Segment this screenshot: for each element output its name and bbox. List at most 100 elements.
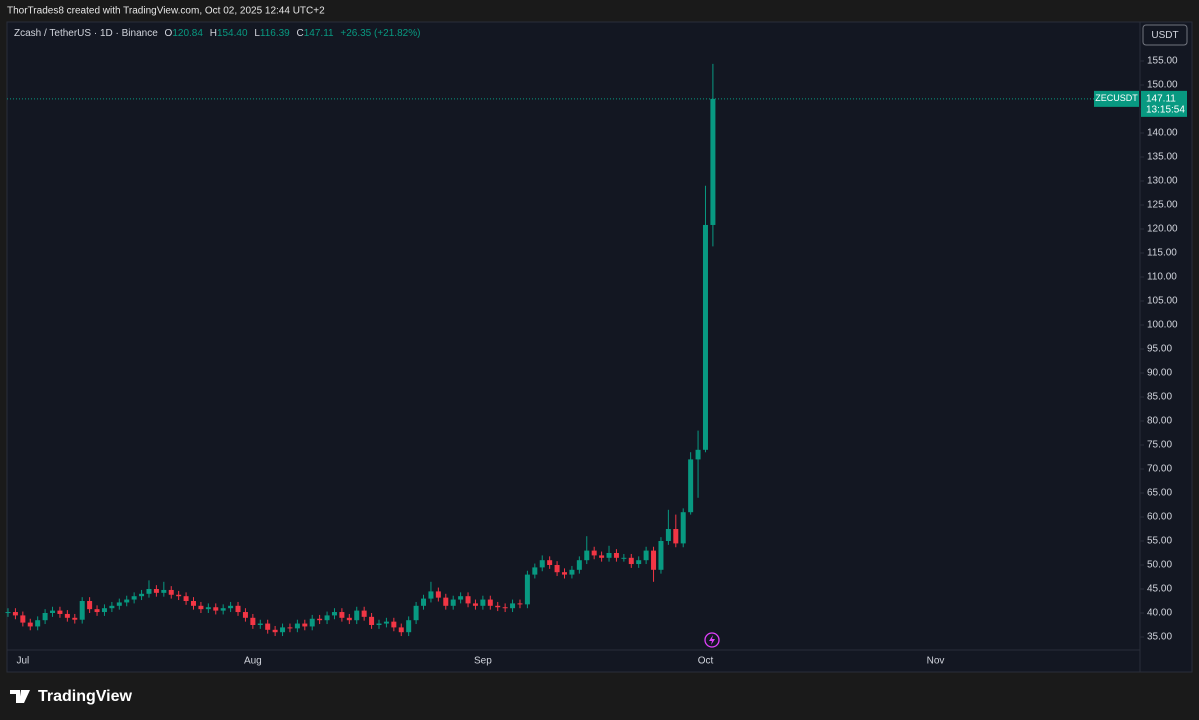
brand: TradingView xyxy=(38,688,133,705)
candle-body xyxy=(628,557,634,565)
candle-body xyxy=(658,541,664,570)
y-tick-label: 120.00 xyxy=(1147,224,1178,235)
candle-body xyxy=(287,627,293,629)
candle-body xyxy=(510,603,516,609)
currency-button[interactable] xyxy=(1142,24,1188,46)
legend-value: 147.11 xyxy=(304,28,334,39)
candle-body xyxy=(391,621,397,628)
candle-body xyxy=(324,615,330,621)
y-tick-label: 140.00 xyxy=(1147,128,1178,139)
header-title: ThorTrades8 created with TradingView.com… xyxy=(7,6,325,17)
legend: Zcash / TetherUS · 1D · Binance O120.84 … xyxy=(14,28,420,39)
candle-body xyxy=(57,610,63,614)
legend-symbol: Zcash / TetherUS · 1D · Binance xyxy=(14,28,158,39)
candle-body xyxy=(643,550,649,561)
candle-body xyxy=(421,598,427,606)
candle-body xyxy=(242,612,248,618)
price-tag-label: 147.11 xyxy=(1146,94,1176,105)
y-tick-label: 95.00 xyxy=(1147,344,1172,355)
candle-body xyxy=(35,620,41,627)
candle-body xyxy=(606,553,612,558)
candle-body xyxy=(176,594,182,597)
y-tick-label: 40.00 xyxy=(1147,608,1172,619)
candle-body xyxy=(280,627,286,633)
candle-body xyxy=(472,603,478,606)
candle-body xyxy=(139,593,145,597)
candle-body xyxy=(101,608,107,613)
price-tag xyxy=(1141,90,1187,117)
candle-body xyxy=(235,605,241,613)
candle-body xyxy=(50,610,56,613)
candle-body xyxy=(688,459,694,513)
y-tick-label: 80.00 xyxy=(1147,416,1172,427)
candle-body xyxy=(636,560,642,565)
legend-change: +26.35 (+21.82%) xyxy=(340,28,420,39)
legend-key: C xyxy=(297,28,304,39)
candle-body xyxy=(680,512,686,544)
candle-body xyxy=(710,98,716,225)
x-tick-label: Aug xyxy=(244,656,262,667)
candle-body xyxy=(383,621,389,624)
candle-body xyxy=(257,623,263,625)
candle-body xyxy=(702,224,708,450)
candle-body xyxy=(191,601,196,606)
candle-body xyxy=(346,617,352,621)
y-tick-label: 105.00 xyxy=(1147,296,1178,307)
candle-body xyxy=(532,567,538,575)
candle-body xyxy=(569,569,575,575)
candle-body xyxy=(220,608,226,611)
y-tick-label: 155.00 xyxy=(1147,56,1178,67)
chart-area xyxy=(6,21,1193,673)
candle-body xyxy=(124,599,130,603)
candle-body xyxy=(443,597,449,606)
candle-body xyxy=(42,613,48,621)
candle-body xyxy=(294,623,300,629)
candle-body xyxy=(428,591,434,599)
symbol-tag-label: ZECUSDT xyxy=(1095,93,1138,103)
y-tick-label: 70.00 xyxy=(1147,464,1172,475)
candle-body xyxy=(12,612,18,616)
candle-body xyxy=(621,557,627,559)
candle-body xyxy=(131,596,137,600)
candle-body xyxy=(161,589,167,593)
legend-value: 116.39 xyxy=(260,28,290,39)
candle-body xyxy=(228,605,234,609)
candle-body xyxy=(524,574,530,605)
y-tick-label: 130.00 xyxy=(1147,176,1178,187)
symbol-tag xyxy=(1094,90,1139,107)
candle-body xyxy=(331,612,337,616)
candle-body xyxy=(153,589,159,593)
candle-body xyxy=(72,617,78,620)
legend-value: 154.40 xyxy=(217,28,248,39)
candle-body xyxy=(465,596,471,604)
event-icon xyxy=(704,632,720,648)
countdown-label: 13:15:54 xyxy=(1146,105,1185,116)
candle-body xyxy=(87,601,93,610)
candle-body xyxy=(27,622,33,627)
candle-body xyxy=(354,610,360,621)
candle-body xyxy=(458,596,464,600)
candle-body xyxy=(79,601,85,620)
currency-label[interactable]: USDT xyxy=(1151,30,1178,41)
candle-body xyxy=(265,623,271,630)
candle-body xyxy=(413,605,419,621)
candle-body xyxy=(198,605,204,610)
candle-body xyxy=(406,620,412,633)
x-tick-label: Oct xyxy=(698,656,714,667)
y-tick-label: 35.00 xyxy=(1147,632,1172,643)
candle-body xyxy=(361,610,367,617)
candle-body xyxy=(539,560,545,568)
candle-body xyxy=(613,553,619,558)
legend-key: H xyxy=(210,28,217,39)
y-tick-label: 100.00 xyxy=(1147,320,1178,331)
logo: TradingView xyxy=(10,688,133,705)
candle-body xyxy=(116,602,122,606)
candle-body xyxy=(450,599,456,606)
candle-body xyxy=(665,529,671,541)
candle-body xyxy=(591,550,597,556)
candle-body xyxy=(562,572,567,575)
candle-body xyxy=(547,560,553,565)
y-tick-label: 135.00 xyxy=(1147,152,1178,163)
candle-body xyxy=(94,609,100,613)
